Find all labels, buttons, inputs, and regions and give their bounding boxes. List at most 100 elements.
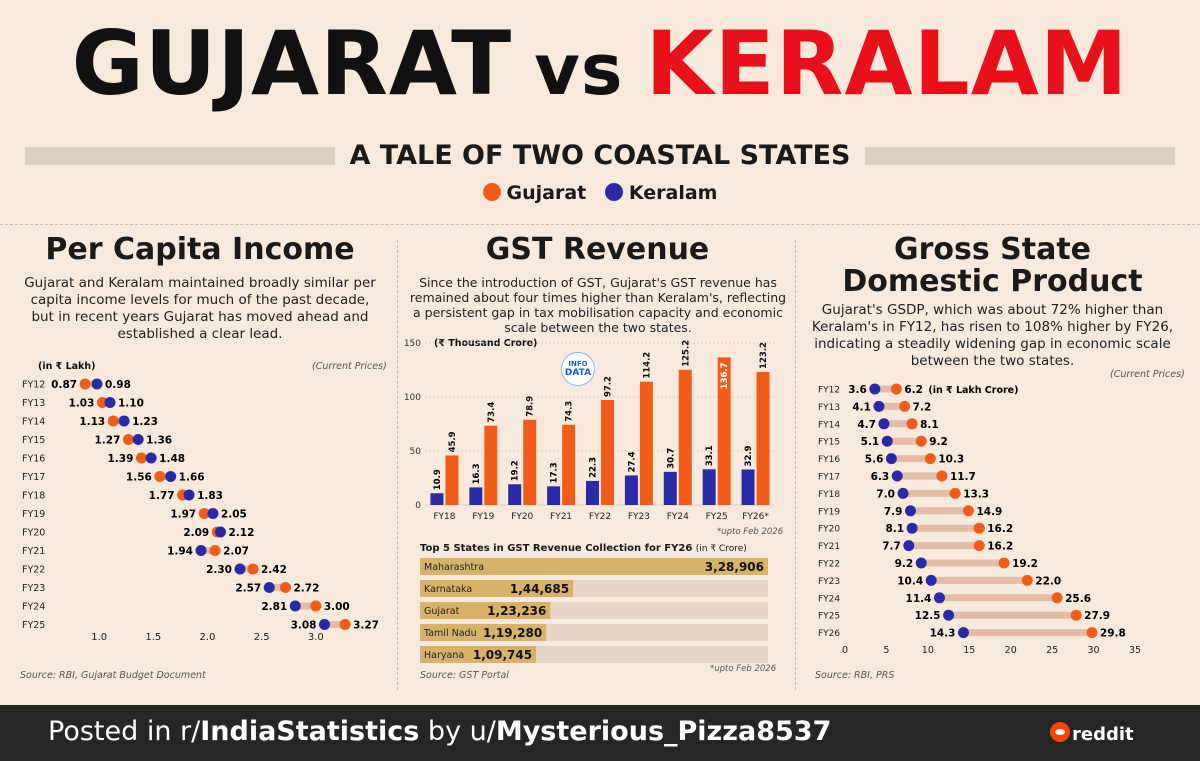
gsdp-dot-keralam xyxy=(957,627,969,639)
gst-bar-keralam xyxy=(624,475,638,505)
gsdp-label-gujarat: 16.2 xyxy=(987,541,1013,553)
gsdp-dot-gujarat xyxy=(915,435,927,447)
gst-xtick: FY20 xyxy=(511,512,533,522)
pci-dot-keralam xyxy=(234,563,246,575)
gst-chart: 0 50 100 150 10.9 45.9 FY18 16.3 73.4 FY19 19.2 78.… xyxy=(404,339,775,522)
gst-xtick: FY19 xyxy=(472,512,494,522)
gst-label-gujarat: 78.9 xyxy=(526,396,536,417)
footer-subreddit[interactable]: IndiaStatistics xyxy=(200,716,420,747)
pci-dot-keralam xyxy=(319,619,330,630)
divider-horizontal xyxy=(0,224,1200,225)
gsdp-label-keralam: 7.0 xyxy=(876,488,895,500)
headline-keralam: KERALAM xyxy=(645,12,1129,115)
gsdp-label-gujarat: 6.2 xyxy=(904,384,923,396)
gsdp-dot-gujarat xyxy=(1070,609,1082,621)
gsdp-dot-gujarat xyxy=(973,540,985,552)
pci-dot-keralam xyxy=(145,452,157,464)
pci-row-label: FY20 xyxy=(22,528,45,539)
gst-label-gujarat: 74.3 xyxy=(565,401,575,422)
pci-row-label: FY14 xyxy=(22,417,45,428)
pci-label-high: 1.23 xyxy=(132,416,158,428)
pci-label-low: 2.57 xyxy=(235,583,261,595)
top5-bar xyxy=(420,602,551,619)
gst-label-keralam: 22.3 xyxy=(589,457,599,478)
gst-bar-gujarat xyxy=(562,424,576,505)
gsdp-label-gujarat: 25.6 xyxy=(1065,593,1091,605)
panel1-desc: Gujarat and Keralam maintained broadly s… xyxy=(24,275,376,342)
divider-left xyxy=(397,240,398,690)
panel3-note: (Current Prices) xyxy=(1110,369,1185,380)
gsdp-chart: 0 5 10 15 20 25 30 35 FY12 3.6 6.2 (in ₹ Lakh Crore… xyxy=(818,383,1141,656)
pci-label-high: 1.36 xyxy=(146,435,172,447)
pci-xtick: 1.5 xyxy=(145,632,161,643)
pci-row-label: FY24 xyxy=(22,602,45,613)
gsdp-dot-keralam xyxy=(933,592,945,604)
pci-row-label: FY18 xyxy=(22,491,45,502)
gst-label-keralam: 10.9 xyxy=(433,469,443,490)
gst-bar-keralam xyxy=(702,469,716,505)
gsdp-xtick: 10 xyxy=(922,645,934,656)
gsdp-dot-keralam xyxy=(943,609,955,621)
footer-prefix: Posted in r/ xyxy=(48,716,201,747)
gst-bar-gujarat xyxy=(639,381,653,505)
pci-dot-gujarat xyxy=(154,471,166,482)
gst-bar-keralam xyxy=(741,469,755,505)
gst-label-keralam: 19.2 xyxy=(511,460,521,481)
gst-bar-keralam xyxy=(508,484,522,505)
panel3-title-line1: Gross State xyxy=(893,232,1092,267)
gsdp-label-keralam: 7.9 xyxy=(884,506,903,518)
gst-label-gujarat: 73.4 xyxy=(487,402,497,423)
gsdp-label-gujarat: 13.3 xyxy=(963,488,989,500)
gsdp-dot-keralam xyxy=(885,453,897,465)
gsdp-label-keralam: 10.4 xyxy=(897,575,923,587)
top5-bar xyxy=(420,580,574,597)
gsdp-xtick: 5 xyxy=(883,645,889,656)
gsdp-row-label: FY25 xyxy=(818,612,840,622)
gst-bar-gujarat xyxy=(445,455,459,505)
top5-bar xyxy=(420,646,537,663)
top5-bar xyxy=(420,558,768,575)
pci-row-label: FY13 xyxy=(22,398,45,409)
panel2-note1: *upto Feb 2026 xyxy=(717,527,784,537)
panel3-title: Gross State Domestic Product xyxy=(805,234,1180,298)
pci-label-low: 1.13 xyxy=(79,416,105,428)
top5-value: 1,23,236 xyxy=(487,604,546,618)
gst-label-gujarat: 114.2 xyxy=(642,352,652,379)
gst-label-gujarat: 45.9 xyxy=(448,431,458,452)
legend: Gujarat Keralam xyxy=(0,182,1200,204)
panel1-note: (Current Prices) xyxy=(312,361,387,372)
pci-label-high: 3.27 xyxy=(353,620,379,632)
gsdp-label-keralam: 5.6 xyxy=(865,454,884,466)
divider-right xyxy=(795,240,796,690)
pci-chart: 1.0 1.5 2.0 2.5 3.0 FY12 0.87 0.98 FY13 1.03 1.10 F… xyxy=(22,378,379,643)
panel2-note2: *upto Feb 2026 xyxy=(710,664,777,674)
top5-state: Haryana xyxy=(424,650,464,661)
panel3-title-line2: Domestic Product xyxy=(842,264,1143,299)
gsdp-row-label: FY22 xyxy=(818,560,840,570)
logo-bottom: DATA xyxy=(564,368,592,378)
gst-bar-gujarat xyxy=(601,400,614,505)
subtitle-bar-right xyxy=(865,147,1175,165)
gsdp-dot-keralam xyxy=(897,487,909,499)
footer-user[interactable]: Mysterious_Pizza8537 xyxy=(495,716,832,747)
gst-label-gujarat: 136.7 xyxy=(720,362,730,389)
pci-label-low: 2.30 xyxy=(206,564,232,576)
pci-label-low: 3.08 xyxy=(291,620,317,632)
pci-row-label: FY25 xyxy=(22,620,45,631)
pci-label-high: 2.05 xyxy=(221,509,247,521)
pci-label-low: 0.87 xyxy=(51,379,77,391)
gst-bar-gujarat xyxy=(717,357,731,505)
headline-gujarat: GUJARAT xyxy=(71,12,513,115)
gsdp-dot-keralam xyxy=(906,522,918,534)
gsdp-row-label: FY14 xyxy=(818,420,840,430)
gst-xtick: FY24 xyxy=(667,512,689,522)
gsdp-dot-keralam xyxy=(873,400,885,412)
gsdp-row-label: FY21 xyxy=(818,542,840,552)
gsdp-row-label: FY20 xyxy=(818,525,840,535)
pci-dot-gujarat xyxy=(198,508,210,519)
pci-label-low: 1.77 xyxy=(149,490,175,502)
pci-dot-gujarat xyxy=(339,619,351,630)
gsdp-label-keralam: 8.1 xyxy=(886,523,905,535)
pci-dot-gujarat xyxy=(122,434,134,445)
panel1-title: Per Capita Income xyxy=(45,232,355,267)
